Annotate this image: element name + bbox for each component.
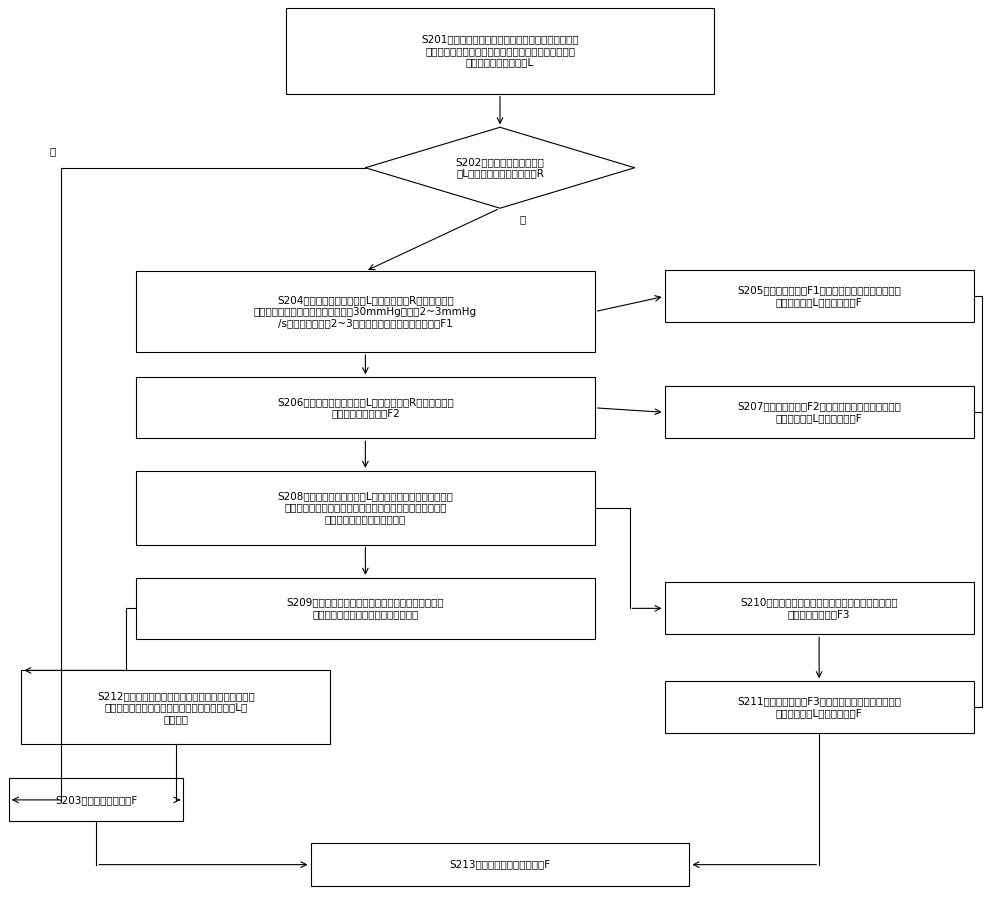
FancyBboxPatch shape (136, 578, 595, 639)
Text: S212，当获取到患者输入的控制指令为增大臂筒的内
径时，将述臂筒的内径增大臂所述上臂的臂围値L对
应的尺寸: S212，当获取到患者输入的控制指令为增大臂筒的内 径时，将述臂筒的内径增大臂所… (97, 691, 255, 724)
Text: S203，测量得到血压値F: S203，测量得到血压値F (55, 795, 137, 805)
FancyBboxPatch shape (136, 471, 595, 545)
FancyBboxPatch shape (9, 778, 183, 822)
FancyBboxPatch shape (136, 272, 595, 352)
Text: 否: 否 (520, 214, 526, 224)
Text: S211，将初始血压値F3通过预设的校正算法求得所述
上臂的臂围値L对应的血压値F: S211，将初始血压値F3通过预设的校正算法求得所述 上臂的臂围値L对应的血压値… (737, 696, 901, 718)
Text: S205，将初始血压値F1通过预设的校正算法求得所述
上臂的臂围値L对应的血压値F: S205，将初始血压値F1通过预设的校正算法求得所述 上臂的臂围値L对应的血压値… (737, 286, 901, 308)
Polygon shape (365, 127, 635, 208)
Text: S210，在获取到患者输入的移动完成确定指令时，测
量得到初始血压値F3: S210，在获取到患者输入的移动完成确定指令时，测 量得到初始血压値F3 (740, 597, 898, 619)
Text: S202，判断所述上臂的臂围
値L是否处于正常的臂围范围R: S202，判断所述上臂的臂围 値L是否处于正常的臂围范围R (456, 157, 544, 179)
FancyBboxPatch shape (311, 843, 689, 887)
FancyBboxPatch shape (665, 681, 974, 733)
Text: S206，若所述上臂的臂围値L大于臂围范围R的上限値，则
测量得到初始血压値F2: S206，若所述上臂的臂围値L大于臂围范围R的上限値，则 测量得到初始血压値F2 (277, 397, 454, 419)
FancyBboxPatch shape (665, 386, 974, 438)
Text: S213，输出测量结果为血压値F: S213，输出测量结果为血压値F (449, 860, 551, 870)
FancyBboxPatch shape (286, 8, 714, 94)
Text: 是: 是 (50, 146, 56, 157)
FancyBboxPatch shape (665, 583, 974, 634)
Text: S208，若所述上臂的臂围値L大于预设的测量极限阈値，则
向患者发出提示信息，所述提示信息包括选择测量前臂的血
压値或者选择增大臂筒的内径: S208，若所述上臂的臂围値L大于预设的测量极限阈値，则 向患者发出提示信息，所… (277, 491, 453, 524)
Text: S207，将初始血压値F2通过预设的校正算法求得所述
上臂的臂围値L对应的血压値F: S207，将初始血压値F2通过预设的校正算法求得所述 上臂的臂围値L对应的血压値… (737, 401, 901, 423)
FancyBboxPatch shape (21, 670, 330, 744)
FancyBboxPatch shape (136, 377, 595, 438)
Text: S209，当获取到患者输入的控制指令为测量前臂的血
压値时，等待患者将前臂移动到臂筒内: S209，当获取到患者输入的控制指令为测量前臂的血 压値时，等待患者将前臂移动到… (287, 597, 444, 619)
FancyBboxPatch shape (665, 271, 974, 322)
Text: S201，通过鼓起所述第一检测气囊环和第二检测气囊
环分别测得对应位置的臂围値，并将其通过预设的臂围
算法求得上臂的臂围値L: S201，通过鼓起所述第一检测气囊环和第二检测气囊 环分别测得对应位置的臂围値，… (421, 34, 579, 68)
Text: S204，若所述上臂的臂围値L小于臂围范围R的下限値，则
在测量血压时将最大充气气压力增加30mmHg，并以2~3mmHg
/s速度放气，重奒2~3次取最低测量: S204，若所述上臂的臂围値L小于臂围范围R的下限値，则 在测量血压时将最大充气… (254, 295, 477, 328)
